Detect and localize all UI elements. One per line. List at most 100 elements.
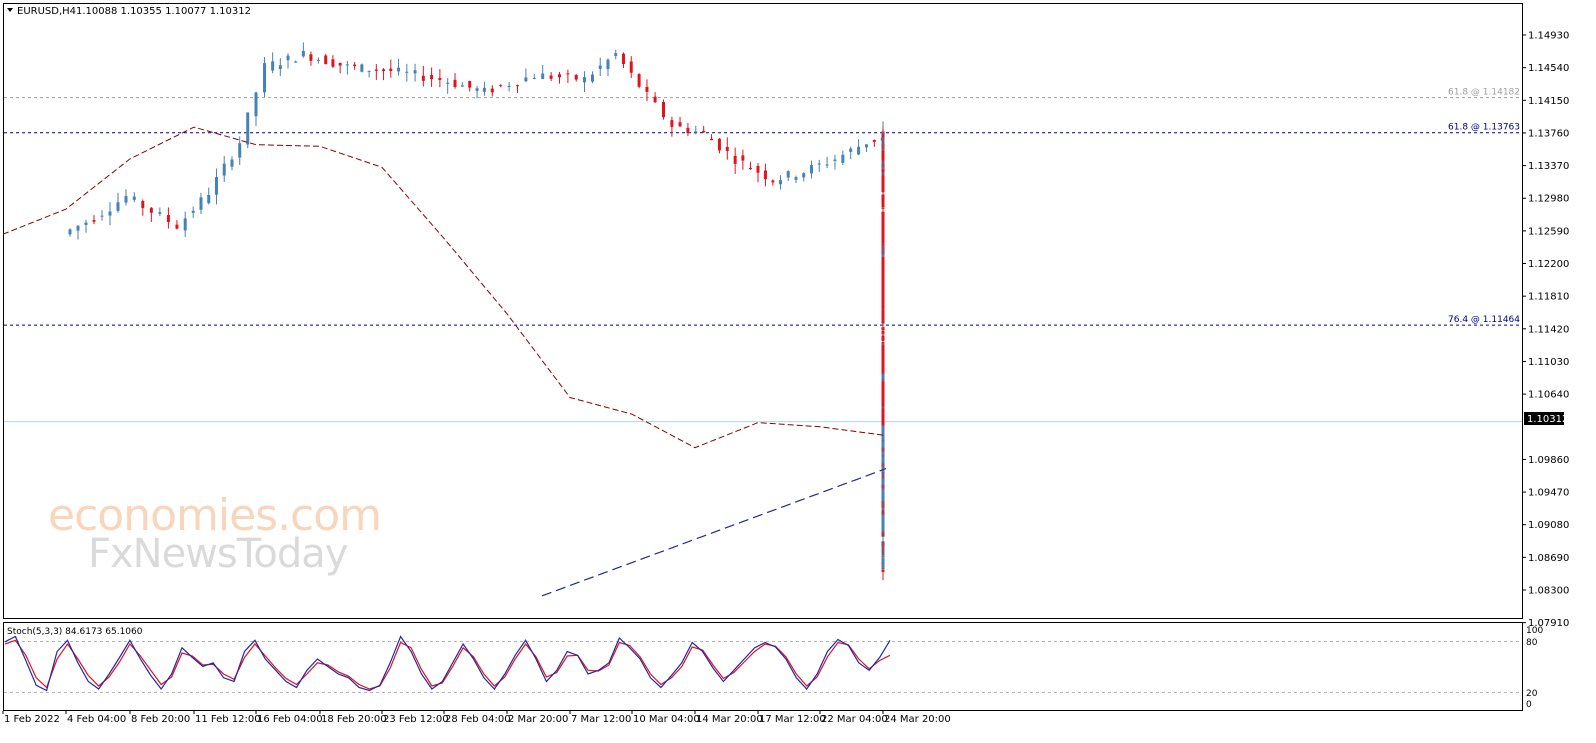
candle-body bbox=[748, 167, 752, 170]
candle-body bbox=[183, 218, 187, 231]
candle-body bbox=[881, 273, 885, 289]
y-tick-label: 1.12980 bbox=[1528, 194, 1569, 205]
candle-body bbox=[516, 85, 519, 87]
candle-body bbox=[717, 138, 721, 151]
candle-body bbox=[881, 368, 885, 375]
candle-body bbox=[360, 64, 364, 72]
current-price-tag: 1.10312 bbox=[1527, 414, 1568, 425]
candle-body bbox=[809, 165, 813, 174]
candle-body bbox=[191, 210, 195, 213]
fib-level-label: 76.4 @ 1.11464 bbox=[1448, 315, 1520, 325]
candle-body bbox=[149, 207, 153, 213]
x-tick-label: 2 Mar 20:00 bbox=[508, 714, 568, 725]
candle-body bbox=[482, 87, 486, 92]
candle-body bbox=[76, 225, 80, 231]
candle-body bbox=[881, 376, 885, 378]
candle-body bbox=[207, 195, 211, 204]
x-tick-label: 8 Feb 20:00 bbox=[131, 714, 190, 725]
candle-body bbox=[175, 224, 179, 229]
candle-body bbox=[294, 61, 298, 63]
candle-body bbox=[864, 144, 868, 148]
candle-body bbox=[786, 171, 790, 178]
stoch-level-label-20: 20 bbox=[1526, 689, 1538, 699]
y-tick-label: 1.14150 bbox=[1528, 96, 1569, 107]
candle-body bbox=[524, 77, 528, 82]
candle-body bbox=[881, 187, 885, 193]
candle-body bbox=[702, 130, 706, 133]
candle-body bbox=[881, 197, 885, 208]
candle-body bbox=[421, 75, 425, 81]
candle-body bbox=[397, 67, 401, 72]
x-tick-label: 7 Mar 12:00 bbox=[571, 714, 631, 725]
candle-body bbox=[598, 65, 602, 69]
y-tick-label: 1.12200 bbox=[1528, 259, 1569, 270]
candle-body bbox=[132, 196, 136, 200]
candle-body bbox=[460, 85, 464, 87]
y-tick-label: 1.10640 bbox=[1528, 390, 1569, 401]
candle-body bbox=[725, 147, 729, 151]
candle-body bbox=[141, 200, 145, 209]
y-tick-label: 1.08300 bbox=[1528, 586, 1569, 597]
y-tick-label: 1.11810 bbox=[1528, 292, 1569, 303]
y-tick-label: 1.09470 bbox=[1528, 488, 1569, 499]
candle-body bbox=[802, 173, 806, 178]
x-tick-label: 14 Mar 20:00 bbox=[696, 714, 763, 725]
time-axis: 1 Feb 2022 4 Feb 04:00 8 Feb 20:00 11 Feb 1… bbox=[2, 711, 951, 725]
candle-body bbox=[833, 159, 837, 161]
candle-body bbox=[468, 81, 472, 88]
candle-body bbox=[645, 86, 649, 92]
candle-body bbox=[794, 177, 798, 180]
candle-body bbox=[532, 77, 536, 79]
candle-body bbox=[606, 59, 610, 70]
candle-body bbox=[271, 61, 275, 71]
candle-body bbox=[331, 59, 335, 67]
fib-level-label: 61.8 @ 1.13763 bbox=[1448, 123, 1520, 133]
chevron-down-icon[interactable] bbox=[7, 8, 13, 12]
candle-body bbox=[367, 70, 371, 72]
candle-body bbox=[670, 120, 674, 127]
candle-body bbox=[430, 75, 434, 80]
y-tick-label: 1.11030 bbox=[1528, 357, 1569, 368]
candle-body bbox=[653, 96, 657, 103]
candle-body bbox=[778, 180, 782, 185]
candle-body bbox=[475, 88, 479, 91]
x-tick-label: 10 Mar 04:00 bbox=[633, 714, 700, 725]
x-tick-label: 16 Feb 04:00 bbox=[257, 714, 323, 725]
candle-body bbox=[710, 138, 714, 141]
candle-body bbox=[238, 143, 242, 158]
x-tick-label: 28 Feb 04:00 bbox=[445, 714, 511, 725]
candle-body bbox=[230, 159, 234, 167]
candle-body bbox=[881, 425, 885, 440]
candle-body bbox=[881, 456, 885, 463]
candle-body bbox=[499, 85, 503, 87]
candle-body bbox=[756, 165, 760, 173]
trendline bbox=[541, 468, 887, 597]
moving-average bbox=[2, 126, 884, 449]
candle-body bbox=[686, 127, 690, 134]
candle-body bbox=[246, 112, 250, 145]
candle-body bbox=[881, 514, 885, 524]
candle-body bbox=[222, 163, 226, 176]
candle-body bbox=[353, 64, 357, 67]
candle-body bbox=[881, 207, 885, 209]
candle-body bbox=[881, 569, 885, 572]
indicator-panel-frame bbox=[3, 622, 1523, 711]
candle-body bbox=[733, 155, 737, 164]
stoch-title: Stoch(5,3,3) 84.6173 65.1060 bbox=[7, 627, 143, 637]
candle-body bbox=[316, 59, 320, 61]
candle-body bbox=[662, 101, 665, 118]
candle-body bbox=[214, 177, 218, 195]
candle-body bbox=[741, 155, 745, 161]
candle-body bbox=[84, 222, 88, 225]
candle-body bbox=[881, 330, 885, 334]
candle-body bbox=[582, 77, 586, 83]
watermark-economies: economies.com bbox=[48, 490, 381, 541]
candle-body bbox=[438, 77, 442, 80]
stoch-level-label-100: 100 bbox=[1526, 626, 1543, 636]
y-tick-label: 1.07910 bbox=[1528, 618, 1569, 629]
candle-body bbox=[694, 131, 698, 133]
candlesticks bbox=[68, 42, 885, 581]
candle-body bbox=[507, 86, 511, 88]
candle-body bbox=[338, 62, 342, 66]
